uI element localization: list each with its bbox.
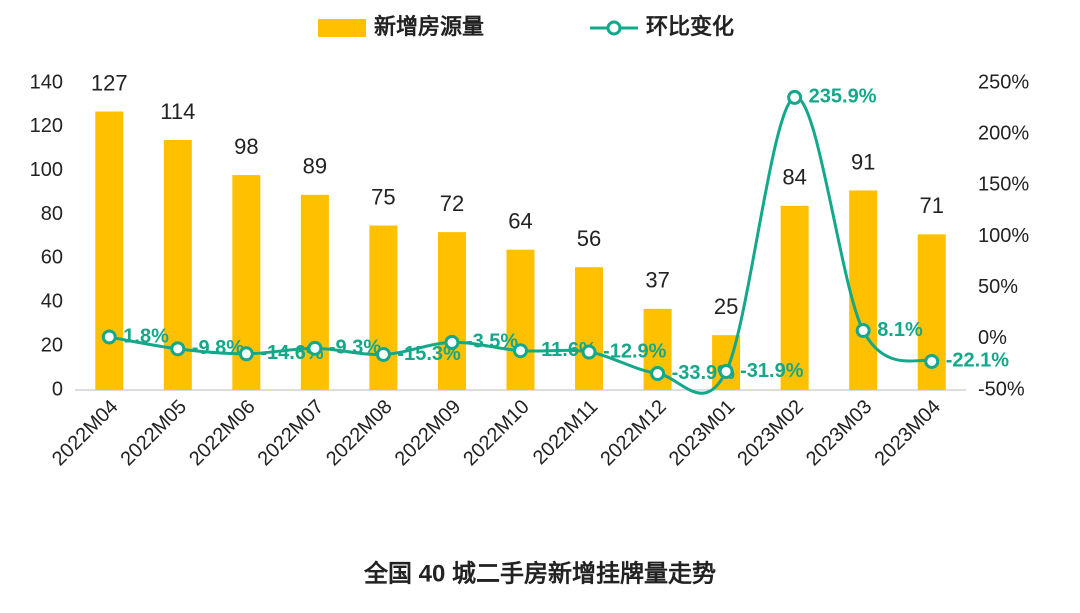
y-tick-label: 60 [41, 247, 63, 269]
y2-tick-label: 200% [978, 122, 1029, 144]
y-tick-label: 0 [52, 378, 63, 400]
line-value-label: -12.9% [603, 340, 667, 362]
bar [95, 111, 124, 390]
y2-tick-label: 50% [978, 276, 1018, 298]
bar-value-label: 91 [851, 149, 875, 174]
bar [575, 267, 604, 390]
line-value-label: -31.9% [740, 360, 804, 382]
y-tick-label: 100 [30, 159, 63, 181]
bar-value-label: 37 [645, 268, 669, 293]
x-tick-label: 2023M03 [802, 396, 877, 471]
y2-tick-label: -50% [978, 378, 1025, 400]
bar-value-label: 71 [919, 193, 943, 218]
chart-title: 全国 40 城二手房新增挂牌量走势 [363, 559, 716, 587]
line-value-label: 235.9% [809, 86, 877, 108]
bar-value-label: 25 [714, 294, 738, 319]
line-point [650, 366, 666, 382]
line-value-label: 1.8% [123, 325, 169, 347]
line-point [924, 353, 940, 369]
y2-tick-label: 150% [978, 174, 1029, 196]
line-point [787, 89, 803, 105]
x-tick-label: 2022M07 [254, 396, 329, 471]
legend-swatch [606, 20, 622, 36]
y2-tick-label: 0% [978, 327, 1007, 349]
x-tick-label: 2022M09 [391, 396, 466, 471]
y2-tick-label: 100% [978, 225, 1029, 247]
bar [437, 232, 466, 390]
line-value-label: -33.9% [672, 362, 736, 384]
line-point [718, 363, 734, 379]
line-point [581, 344, 597, 360]
bar [300, 194, 329, 390]
y2-tick-label: 250% [978, 71, 1029, 93]
line-value-label: -9.3% [329, 337, 381, 359]
line-point [855, 323, 871, 339]
bar-value-label: 56 [577, 226, 601, 251]
x-tick-label: 2022M06 [185, 396, 260, 471]
bar-value-label: 89 [303, 154, 327, 179]
legend-swatch [318, 19, 366, 37]
y-tick-label: 40 [41, 291, 63, 313]
bar-value-label: 75 [371, 184, 395, 209]
bar [849, 190, 878, 390]
x-tick-label: 2022M12 [596, 396, 671, 471]
bar-value-label: 84 [782, 165, 806, 190]
bar-value-label: 127 [91, 70, 128, 95]
line-value-label: -9.8% [192, 337, 244, 359]
line-point [375, 346, 391, 362]
y-tick-label: 120 [30, 115, 63, 137]
x-tick-label: 2023M01 [665, 396, 740, 471]
line-point [170, 341, 186, 357]
x-tick-label: 2022M10 [459, 396, 534, 471]
y-tick-label: 140 [30, 71, 63, 93]
line-value-label: -22.1% [946, 350, 1010, 372]
line-point [238, 346, 254, 362]
bar-value-label: 72 [440, 191, 464, 216]
line-value-label: -15.3% [397, 343, 461, 365]
y-tick-label: 20 [41, 334, 63, 356]
line-point [307, 340, 323, 356]
line-value-label: 8.1% [877, 319, 923, 341]
line-point [444, 334, 460, 350]
legend-label: 新增房源量 [374, 14, 484, 39]
line-value-label: -3.5% [466, 331, 518, 353]
x-tick-label: 2023M04 [870, 396, 945, 471]
bar [506, 249, 535, 390]
line-point [513, 343, 528, 359]
bar [780, 205, 809, 390]
bar [369, 225, 398, 390]
bar-value-label: 114 [160, 99, 195, 124]
x-tick-label: 2023M02 [733, 396, 808, 471]
y-tick-label: 80 [41, 203, 63, 225]
x-tick-label: 2022M05 [117, 396, 192, 471]
x-tick-label: 2022M04 [48, 396, 123, 471]
legend-label: 环比变化 [646, 14, 734, 39]
x-tick-label: 2022M08 [322, 396, 397, 471]
bar-value-label: 64 [508, 208, 532, 233]
x-tick-label: 2022M11 [529, 396, 602, 469]
line-value-label: -11.6% [535, 339, 597, 361]
line-point [101, 329, 117, 345]
bar-value-label: 98 [234, 134, 258, 159]
